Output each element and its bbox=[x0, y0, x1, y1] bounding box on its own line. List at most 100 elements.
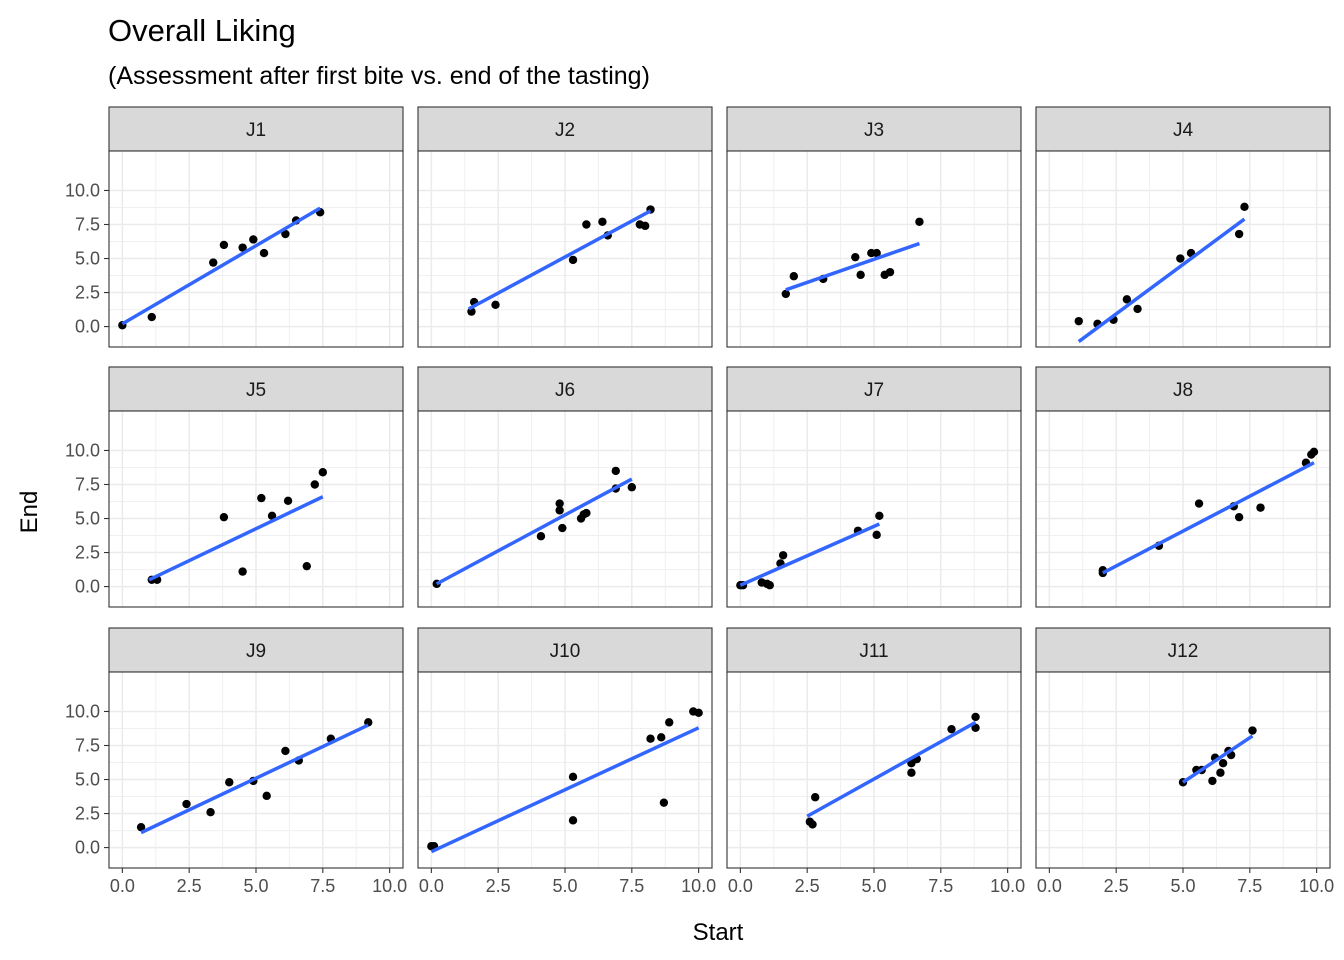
data-point bbox=[582, 220, 591, 229]
x-axis-title: Start bbox=[693, 919, 744, 946]
facet-strip-label: J7 bbox=[864, 380, 884, 401]
y-tick-label: 2.5 bbox=[75, 804, 100, 824]
facet-panels: J1 J2 J3 J4 J5 J6 J7 J8 J9 J10 J11 J12 bbox=[108, 106, 1331, 869]
panel-border bbox=[1035, 150, 1331, 348]
x-tick-label: 7.5 bbox=[619, 876, 644, 896]
x-tick-label: 7.5 bbox=[1237, 876, 1262, 896]
facet-strip bbox=[726, 627, 1022, 673]
data-point bbox=[778, 551, 788, 560]
data-point bbox=[851, 252, 860, 262]
data-point bbox=[665, 718, 674, 727]
fit-line bbox=[430, 726, 700, 854]
data-point bbox=[694, 708, 703, 718]
x-tick-label: 5.0 bbox=[243, 876, 268, 896]
facet-panel-J7: J7 bbox=[726, 366, 1022, 608]
y-tick-label: 10.0 bbox=[65, 440, 100, 460]
facet-strip-label: J10 bbox=[550, 641, 581, 662]
facet-strip-label: J12 bbox=[1168, 641, 1199, 662]
data-point bbox=[657, 733, 666, 742]
x-tick-label: 7.5 bbox=[310, 876, 335, 896]
x-tick-label: 10.0 bbox=[1299, 876, 1334, 896]
data-point bbox=[971, 712, 980, 722]
facet-strip-label: J11 bbox=[859, 641, 888, 662]
data-point bbox=[1122, 295, 1132, 304]
y-tick-label: 0.0 bbox=[75, 577, 100, 597]
panel-border bbox=[417, 150, 713, 348]
facet-strip-label: J5 bbox=[246, 380, 266, 401]
x-tick-label: 5.0 bbox=[1170, 876, 1195, 896]
x-tick-label: 10.0 bbox=[372, 876, 407, 896]
facet-strip-label: J4 bbox=[1173, 120, 1194, 141]
data-point bbox=[182, 799, 191, 809]
panel-border bbox=[726, 410, 1022, 608]
x-tick-label: 0.0 bbox=[110, 876, 135, 896]
panel-border bbox=[108, 410, 404, 608]
facet-strip-label: J1 bbox=[246, 120, 266, 141]
facet-strip bbox=[108, 106, 404, 152]
data-point bbox=[872, 248, 881, 258]
data-point bbox=[1248, 726, 1257, 735]
fit-line bbox=[1102, 461, 1315, 575]
data-point bbox=[1309, 447, 1319, 457]
facet-panel-J11: J11 bbox=[726, 627, 1022, 869]
data-point bbox=[568, 816, 578, 825]
y-axes: 0.0 2.5 5.0 7.5 10.0 0.0 2.5 5.0 7.5 10.0 0.0 2.5 5.… bbox=[65, 180, 109, 858]
x-tick-label: 2.5 bbox=[486, 876, 511, 896]
data-point bbox=[907, 768, 916, 777]
facet-panel-J9: J9 bbox=[108, 627, 404, 869]
facet-panel-J6: J6 bbox=[417, 366, 713, 608]
facet-panel-J3: J3 bbox=[726, 106, 1022, 348]
data-point bbox=[310, 480, 319, 489]
data-point bbox=[646, 734, 655, 743]
fit-line bbox=[1182, 734, 1254, 784]
fit-line bbox=[1077, 217, 1246, 343]
data-point bbox=[568, 255, 578, 265]
data-point bbox=[611, 466, 620, 476]
data-point bbox=[1240, 202, 1249, 212]
x-tick-label: 10.0 bbox=[681, 876, 716, 896]
facet-panel-J10: J10 bbox=[417, 627, 713, 869]
panel-border bbox=[726, 150, 1022, 348]
data-point bbox=[283, 496, 293, 506]
data-point bbox=[1194, 499, 1204, 508]
x-tick-label: 2.5 bbox=[177, 876, 202, 896]
data-point bbox=[872, 530, 881, 540]
data-point bbox=[136, 822, 146, 832]
x-tick-label: 7.5 bbox=[928, 876, 953, 896]
data-point bbox=[318, 468, 328, 477]
y-tick-label: 5.0 bbox=[75, 770, 100, 790]
x-tick-label: 0.0 bbox=[728, 876, 753, 896]
y-tick-label: 5.0 bbox=[75, 509, 100, 529]
data-point bbox=[238, 567, 247, 576]
data-point bbox=[1176, 254, 1185, 263]
facet-strip-label: J2 bbox=[555, 120, 575, 141]
data-point bbox=[259, 248, 269, 258]
data-point bbox=[659, 798, 669, 807]
y-axis-title: End bbox=[16, 491, 43, 534]
data-point bbox=[1234, 229, 1244, 239]
x-tick-label: 2.5 bbox=[1104, 876, 1129, 896]
data-point bbox=[281, 746, 290, 756]
x-tick-label: 5.0 bbox=[552, 876, 577, 896]
data-point bbox=[582, 508, 591, 518]
x-tick-label: 10.0 bbox=[990, 876, 1025, 896]
facet-panel-J12: J12 bbox=[1035, 627, 1331, 869]
y-tick-label: 10.0 bbox=[65, 701, 100, 721]
data-point bbox=[257, 493, 266, 503]
data-point bbox=[491, 300, 500, 310]
x-tick-label: 0.0 bbox=[1037, 876, 1062, 896]
fit-line bbox=[435, 477, 633, 586]
facet-panel-J5: J5 bbox=[108, 366, 404, 608]
data-point bbox=[971, 723, 980, 733]
fit-line bbox=[467, 209, 652, 311]
fit-line bbox=[140, 723, 370, 835]
data-point bbox=[598, 217, 607, 226]
chart-title: Overall Liking bbox=[108, 13, 296, 48]
facet-strip bbox=[726, 106, 1022, 152]
data-point bbox=[947, 724, 956, 734]
data-point bbox=[555, 499, 564, 508]
y-tick-label: 2.5 bbox=[75, 543, 100, 563]
data-point bbox=[789, 272, 799, 281]
y-tick-label: 7.5 bbox=[75, 736, 100, 756]
data-point bbox=[781, 289, 790, 299]
